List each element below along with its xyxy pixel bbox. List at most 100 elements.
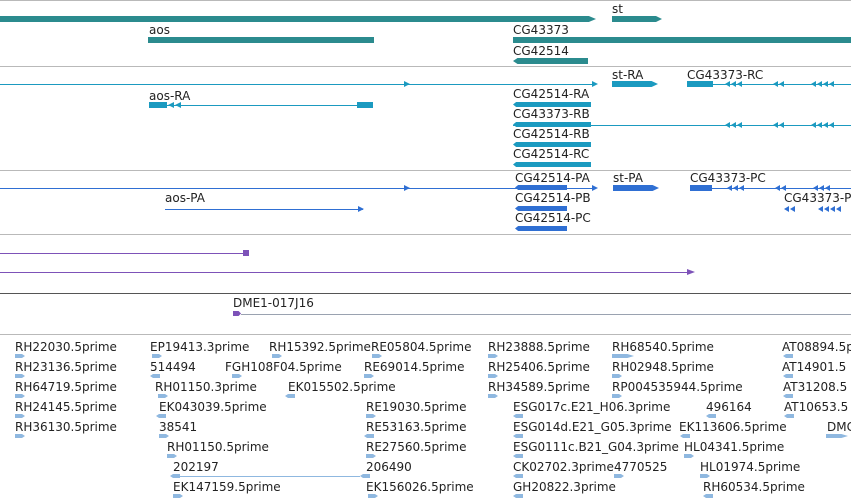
est-label[interactable]: RH25406.5prime (488, 360, 590, 374)
est-label[interactable]: 496164 (706, 400, 752, 414)
est-label[interactable]: DMG (827, 420, 851, 434)
est-label[interactable]: RH24145.5prime (15, 400, 117, 414)
est-label[interactable]: 206490 (366, 460, 412, 474)
cds-label-cg42514-pc: CG42514-PC (515, 211, 591, 225)
est-label[interactable]: RE53163.5prime (366, 420, 467, 434)
gene-track: st aos CG43373 CG42514 (0, 1, 851, 65)
clone-arrow-2 (687, 269, 695, 275)
est-label[interactable]: RE27560.5prime (366, 440, 467, 454)
est-label[interactable]: RH02948.5prime (612, 360, 714, 374)
est-label[interactable]: ESG014d.E21_G05.3prime (513, 420, 672, 434)
est-label[interactable]: RH64719.5prime (15, 380, 117, 394)
est-label[interactable]: EK156026.5prime (366, 480, 474, 494)
cds-exon-cg42514-pa[interactable] (515, 185, 567, 190)
gene-label-cg42514: CG42514 (513, 44, 569, 58)
est-label[interactable]: RH15392.5prime (269, 340, 371, 354)
est-feature (366, 454, 376, 458)
cds-exon-st-pa[interactable] (613, 185, 659, 191)
cds-line-cg43373-pc[interactable] (690, 188, 851, 189)
mrna-line-cg43373-rb[interactable] (513, 125, 851, 126)
est-label[interactable]: CK02702.3prime (513, 460, 614, 474)
est-label[interactable]: 202197 (173, 460, 219, 474)
clone-bar-dme1[interactable] (233, 311, 241, 316)
est-label[interactable]: 514494 (150, 360, 196, 374)
est-feature (368, 494, 378, 498)
est-label[interactable]: 4770525 (614, 460, 668, 474)
est-label[interactable]: AT14901.5 (782, 360, 847, 374)
est-label[interactable]: RE05804.5prime (371, 340, 472, 354)
est-label[interactable]: ESG0111c.B21_G04.3prime (513, 440, 679, 454)
track-separator-top (0, 0, 851, 1)
est-label[interactable]: RH36130.5prime (15, 420, 117, 434)
mrna-exon-cg42514-rc[interactable] (513, 162, 591, 167)
est-label[interactable]: EP19413.3prime (150, 340, 250, 354)
est-feature (150, 374, 160, 378)
est-label[interactable]: RH60534.5prime (703, 480, 805, 494)
est-label[interactable]: RH68540.5prime (612, 340, 714, 354)
gene-bar-st[interactable] (612, 16, 662, 22)
cds-label-cg43373-p: CG43373-P (784, 191, 851, 205)
est-label[interactable]: HL04341.5prime (684, 440, 785, 454)
cds-line-long[interactable] (0, 188, 596, 189)
cds-line-aos-pa[interactable] (165, 209, 363, 210)
gene-bar-aos[interactable] (148, 37, 374, 43)
est-label[interactable]: RH01150.3prime (155, 380, 257, 394)
clone-line-3[interactable] (0, 293, 851, 294)
mrna-label-st-ra: st-RA (612, 68, 644, 82)
est-label[interactable]: RH34589.5prime (488, 380, 590, 394)
mrna-label-cg42514-ra: CG42514-RA (513, 87, 590, 101)
est-label[interactable]: AT08894.5p (782, 340, 851, 354)
est-label[interactable]: 38541 (159, 420, 198, 434)
mrna-exon-aos-ra-1 (149, 102, 167, 108)
est-label[interactable]: FGH108F04.5prime (225, 360, 342, 374)
gene-bar-cg43373[interactable] (513, 37, 851, 43)
mrna-exon-st-ra[interactable] (612, 81, 658, 87)
est-feature (783, 354, 793, 358)
est-label[interactable]: HL01974.5prime (700, 460, 801, 474)
est-label[interactable]: RP004535944.5prime (612, 380, 743, 394)
est-label[interactable]: EK015502.5prime (288, 380, 396, 394)
est-label[interactable]: EK113606.5prime (679, 420, 787, 434)
est-feature (170, 474, 180, 478)
est-label[interactable]: RH01150.5prime (167, 440, 269, 454)
est-label[interactable]: RH23136.5prime (15, 360, 117, 374)
est-label[interactable]: RE19030.5prime (366, 400, 467, 414)
est-label[interactable]: AT10653.5 (784, 400, 849, 414)
mrna-line-aos-ra[interactable] (149, 105, 373, 106)
track-separator-clone-1 (0, 234, 851, 235)
est-feature (612, 374, 622, 378)
cds-exons-cg43373-pc (727, 185, 851, 191)
est-label[interactable]: RH22030.5prime (15, 340, 117, 354)
est-feature (364, 374, 374, 378)
mrna-exon-cg43373-rb (513, 122, 591, 127)
cds-exon-cg42514-pb[interactable] (515, 206, 567, 211)
clone-line-4 (241, 314, 851, 315)
est-label[interactable]: RH23888.5prime (488, 340, 590, 354)
cds-label-cg42514-pa: CG42514-PA (515, 171, 590, 185)
est-label[interactable]: GH20822.3prime (513, 480, 616, 494)
mrna-arrow-1 (404, 81, 410, 87)
mrna-exons-cg43373-rc (725, 81, 851, 87)
est-label[interactable]: RE69014.5prime (364, 360, 465, 374)
cds-exon-cg42514-pc[interactable] (515, 226, 567, 231)
mrna-exon-cg42514-ra[interactable] (513, 102, 591, 107)
gene-bar-large[interactable] (0, 16, 596, 22)
est-feature (232, 374, 242, 378)
clone-line-1[interactable] (0, 253, 246, 254)
clone-line-2[interactable] (0, 272, 692, 273)
cds-exons-cg43373-p[interactable] (784, 206, 851, 212)
clone-label-dme1: DME1-017J16 (233, 296, 314, 310)
mrna-exon-cg42514-rb[interactable] (513, 142, 591, 147)
est-label[interactable]: AT31208.5 (783, 380, 848, 394)
mrna-arrow-aos-2 (175, 102, 181, 108)
est-feature (360, 474, 370, 478)
mrna-line-long[interactable] (0, 84, 596, 85)
est-label[interactable]: EK147159.5prime (173, 480, 281, 494)
est-feature (15, 414, 25, 418)
gene-bar-cg42514[interactable] (513, 58, 588, 64)
mrna-line-cg43373-rc[interactable] (687, 84, 851, 85)
mrna-exons-cg43373-rb (725, 122, 851, 128)
est-feature (703, 494, 713, 498)
est-label[interactable]: EK043039.5prime (159, 400, 267, 414)
est-label[interactable]: ESG017c.E21_H06.3prime (513, 400, 671, 414)
